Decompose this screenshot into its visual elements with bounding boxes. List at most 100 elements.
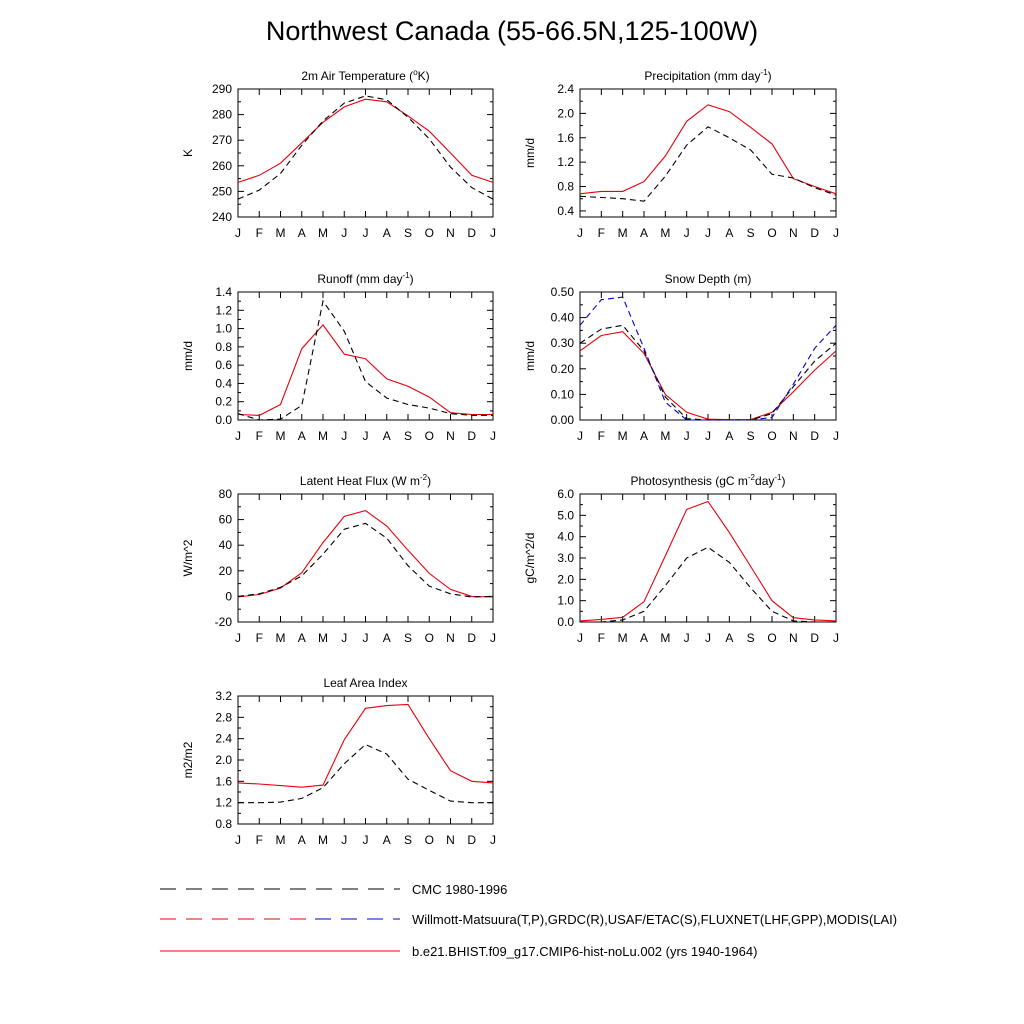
y-tick-label: 2.8 [215, 710, 232, 724]
y-tick-label: 1.6 [557, 131, 574, 145]
chart-panel-2: Precipitation (mm day-1) mm/d 0.4 0.8 1.2 1.6… [523, 68, 839, 240]
title-text: Leaf Area Index [323, 676, 407, 690]
x-tick-label: M [618, 226, 628, 240]
y-tick-label: 1.2 [215, 303, 232, 317]
x-tick-label: A [383, 226, 391, 240]
panel-title: Snow Depth (m) [665, 272, 752, 286]
x-tick-label: N [789, 226, 798, 240]
panel-title: Leaf Area Index [323, 676, 407, 690]
y-tick-label: 0.00 [551, 413, 575, 427]
series-line-obs [580, 546, 836, 623]
x-tick-label: J [705, 429, 711, 443]
x-tick-label: J [684, 429, 690, 443]
series-line-model [237, 510, 494, 598]
x-tick-label: F [256, 833, 263, 847]
x-tick-label: J [833, 631, 839, 645]
x-tick-label: O [767, 631, 776, 645]
x-tick-label: N [446, 833, 455, 847]
x-tick-label: O [425, 631, 434, 645]
title-superscript: -2 [748, 473, 756, 482]
y-axis-label: W/m^2 [181, 539, 195, 576]
x-tick-label: O [425, 833, 434, 847]
x-tick-label: A [298, 226, 306, 240]
x-tick-label: A [383, 833, 391, 847]
x-tick-label: A [298, 429, 306, 443]
x-tick-label: J [705, 226, 711, 240]
y-axis-label: m2/m2 [181, 741, 195, 778]
y-axis-label: gC/m^2/d [523, 533, 537, 584]
legend: CMC 1980-1996 Willmott-Matsuura(T,P),GRDC… [160, 882, 897, 959]
x-tick-label: A [383, 429, 391, 443]
x-tick-label: M [276, 631, 286, 645]
x-tick-label: M [276, 833, 286, 847]
x-tick-label: J [235, 429, 241, 443]
legend-item: CMC 1980-1996 [160, 882, 507, 897]
x-tick-label: S [404, 631, 412, 645]
panel-title: Runoff (mm day-1) [317, 271, 413, 286]
title-text: K) [418, 69, 430, 83]
x-tick-label: J [684, 226, 690, 240]
x-tick-label: J [490, 226, 496, 240]
x-tick-label: J [577, 429, 583, 443]
x-tick-label: N [789, 429, 798, 443]
panel-title: Photosynthesis (gC m-2day-1) [631, 473, 786, 488]
x-tick-label: A [298, 833, 306, 847]
x-tick-label: A [298, 631, 306, 645]
x-tick-label: J [490, 631, 496, 645]
series-line-obs [237, 522, 494, 598]
x-tick-label: S [404, 226, 412, 240]
x-tick-label: A [640, 226, 648, 240]
x-tick-label: A [725, 429, 733, 443]
x-tick-label: N [446, 631, 455, 645]
legend-label: Willmott-Matsuura(T,P),GRDC(R),USAF/ETAC… [412, 912, 897, 927]
plot-frame [237, 695, 494, 825]
y-tick-label: -20 [215, 615, 233, 629]
x-tick-label: M [318, 833, 328, 847]
y-tick-label: 0.8 [215, 817, 232, 831]
y-tick-label: 0.0 [557, 615, 574, 629]
y-tick-label: 1.4 [215, 285, 232, 299]
y-tick-label: 3.0 [557, 551, 574, 565]
x-tick-label: M [618, 631, 628, 645]
y-tick-label: 1.6 [215, 774, 232, 788]
y-tick-label: 0.6 [215, 358, 232, 372]
x-tick-label: J [490, 833, 496, 847]
y-tick-label: 0.4 [215, 376, 232, 390]
x-tick-label: N [446, 226, 455, 240]
series-line-obs [238, 743, 493, 804]
y-tick-label: 2.4 [215, 732, 232, 746]
x-tick-label: O [767, 226, 776, 240]
x-tick-label: A [640, 631, 648, 645]
panel-title: Latent Heat Flux (W m-2) [300, 473, 431, 488]
y-tick-label: 20 [219, 564, 233, 578]
x-tick-label: M [618, 429, 628, 443]
x-tick-label: N [789, 631, 798, 645]
x-tick-label: O [425, 226, 434, 240]
legend-item: b.e21.BHIST.f09_g17.CMIP6-hist-noLu.002 … [160, 944, 757, 959]
chart-panel-5: Latent Heat Flux (W m-2) W/m^2 -20 0 20 40 60 8… [181, 473, 496, 645]
x-tick-label: D [467, 833, 476, 847]
x-tick-label: J [577, 631, 583, 645]
x-tick-label: J [363, 833, 369, 847]
x-tick-label: D [467, 631, 476, 645]
title-superscript: -1 [760, 68, 768, 77]
title-text: ) [782, 474, 786, 488]
plot-frame [237, 291, 494, 421]
x-tick-label: J [235, 631, 241, 645]
series-line-model [579, 500, 837, 622]
x-tick-label: S [747, 429, 755, 443]
x-tick-label: D [810, 631, 819, 645]
title-text: Latent Heat Flux (W m [300, 474, 420, 488]
x-tick-label: M [318, 226, 328, 240]
y-tick-label: 1.2 [557, 155, 574, 169]
title-text: ) [768, 69, 772, 83]
plot-frame [237, 493, 494, 623]
chart-panel-1: 2m Air Temperature (oK) K 240 250 260 270 280 2… [181, 68, 496, 240]
y-tick-label: 0.40 [551, 311, 575, 325]
x-tick-label: J [341, 631, 347, 645]
panel-title: 2m Air Temperature (oK) [301, 68, 429, 83]
title-text: 2m Air Temperature ( [301, 69, 413, 83]
y-tick-label: 290 [212, 82, 232, 96]
series-line-cmc [579, 296, 837, 421]
